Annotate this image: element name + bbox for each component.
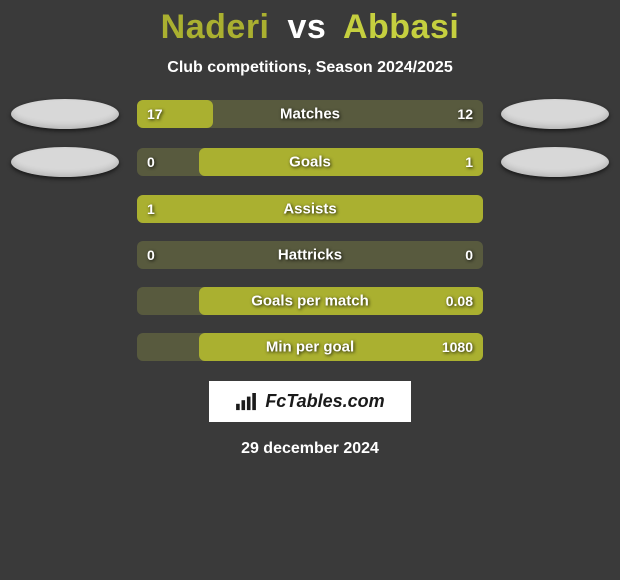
subtitle: Club competitions, Season 2024/2025 (167, 59, 452, 77)
brand-badge: FcTables.com (209, 381, 410, 422)
stat-value-right: 0 (465, 247, 473, 263)
stat-row: Assists 1 (5, 195, 615, 223)
stat-value-left: 1 (147, 201, 155, 217)
stat-bar: Matches 17 12 (137, 100, 483, 128)
stat-value-right: 1 (465, 154, 473, 170)
chart-icon (235, 393, 257, 411)
stat-value-right: 0.08 (446, 293, 473, 309)
stat-row: Matches 17 12 (5, 99, 615, 129)
stat-bar: Goals 0 1 (137, 148, 483, 176)
brand-text: FcTables.com (265, 391, 384, 412)
player2-badge (501, 99, 609, 129)
player1-name: Naderi (161, 8, 270, 46)
stat-label: Assists (283, 201, 336, 218)
stat-label: Hattricks (278, 247, 342, 264)
stat-value-right: 12 (457, 106, 473, 122)
footer-date: 29 december 2024 (241, 440, 379, 458)
comparison-infographic: Naderi vs Abbasi Club competitions, Seas… (0, 0, 620, 580)
stat-label: Goals per match (251, 293, 369, 310)
stat-label: Goals (289, 154, 331, 171)
stat-value-left: 0 (147, 154, 155, 170)
main-title: Naderi vs Abbasi (161, 8, 460, 47)
stat-row: Goals per match 0.08 (5, 287, 615, 315)
stat-value-right: 1080 (442, 339, 473, 355)
stat-value-left: 0 (147, 247, 155, 263)
stat-row: Goals 0 1 (5, 147, 615, 177)
player1-badge (11, 147, 119, 177)
vs-text: vs (287, 8, 326, 46)
stat-label: Min per goal (266, 339, 354, 356)
stat-row: Hattricks 0 0 (5, 241, 615, 269)
bar-fill-right (199, 148, 483, 176)
stat-bar: Goals per match 0.08 (137, 287, 483, 315)
player1-badge (11, 99, 119, 129)
stat-label: Matches (280, 106, 340, 123)
stat-bar: Min per goal 1080 (137, 333, 483, 361)
stat-rows: Matches1712Goals01Assists1Hattricks00Goa… (5, 99, 615, 379)
stat-bar: Assists 1 (137, 195, 483, 223)
stat-row: Min per goal 1080 (5, 333, 615, 361)
stat-value-left: 17 (147, 106, 163, 122)
player2-name: Abbasi (343, 8, 459, 46)
stat-bar: Hattricks 0 0 (137, 241, 483, 269)
player2-badge (501, 147, 609, 177)
